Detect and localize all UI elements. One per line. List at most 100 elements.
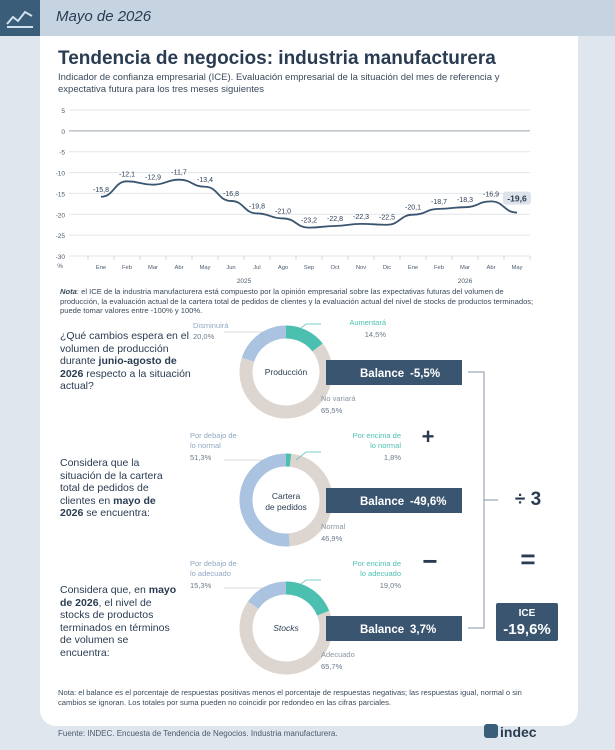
positive-label: Por encima de [353,431,401,440]
y-tick-label: -20 [56,212,66,219]
data-label: -22,3 [353,214,369,221]
y-tick-label: -10 [56,171,66,178]
positive-label: lo adecuado [360,569,401,578]
equals-operator: = [520,544,535,574]
sum-bracket [468,371,485,629]
data-label: -22,5 [379,215,395,222]
donut-label: de pedidos [265,502,307,512]
x-tick-label: Mar [148,265,158,271]
negative-value: 15,3% [190,581,212,590]
neutral-arc [288,453,333,547]
data-label: -15,8 [93,187,109,194]
y-tick-label: -5 [59,150,65,157]
footer-note: Nota: el balance es el porcentaje de res… [58,688,522,707]
leader-line [295,323,321,333]
indec-logo-icon [484,724,498,738]
report-logo-icon [0,0,40,36]
question-orders: Considera que la situación de la cartera… [60,457,163,519]
x-tick-label: May [200,265,211,271]
neutral-arc [239,601,333,675]
question-production: ¿Qué cambios espera en el volumen de pro… [60,330,191,392]
leader-line [224,459,263,472]
data-label: -11,7 [171,170,187,177]
y-tick-label: -15 [56,191,66,198]
plus-operator: + [422,424,435,449]
negative-arc [247,581,287,610]
balance-banner [326,616,462,641]
report-date: Mayo de 2026 [56,8,152,25]
ice-result-value: -19,6% [503,621,551,638]
top-bar [0,0,615,36]
neutral-value: 65,5% [321,406,343,415]
y-tick-label: -25 [56,233,66,240]
y-tick-label: 0 [61,129,65,136]
year-label-2026: 2026 [458,278,473,285]
balance-banner [326,488,462,513]
page-title: Tendencia de negocios: industria manufac… [58,48,496,69]
balance-label: Balance [360,368,404,380]
question-stocks: Considera que, en mayo de 2026, el nivel… [60,584,177,659]
data-label: -20,1 [405,205,421,212]
positive-value: 1,8% [384,453,401,462]
x-tick-label: Oct [330,265,339,271]
x-tick-label: Ene [96,265,106,271]
donut-label: Stocks [273,623,299,633]
balance-value: -5,5% [410,368,440,380]
data-label: -12,1 [119,171,135,178]
negative-arc [241,325,287,362]
x-tick-label: May [512,265,523,271]
leader-line [224,331,263,344]
data-label: -19,8 [249,203,265,210]
x-tick-label: Feb [434,265,444,271]
data-label: -19,6 [507,194,527,204]
leader-line [295,579,321,589]
donut-center [253,467,319,533]
neutral-value: 46,9% [321,534,343,543]
source-note: Fuente: INDEC. Encuesta de Tendencia de … [58,729,338,738]
x-tick-label: Abr [174,265,183,271]
negative-label: lo normal [190,441,221,450]
x-tick-label: Mar [460,265,470,271]
chart-note: Nota: el ICE de la industria manufacture… [60,287,534,316]
x-tick-label: Jun [226,265,235,271]
x-tick-label: Dic [383,265,391,271]
neutral-value: 65,7% [321,662,343,671]
x-tick-label: Nov [356,265,366,271]
x-tick-label: Feb [122,265,132,271]
balance-label: Balance [360,624,404,636]
data-label: -22,8 [327,216,343,223]
positive-arc [285,325,323,352]
donut-label: Producción [265,367,308,377]
donut-center [253,595,319,661]
neutral-label: Normal [321,522,346,531]
negative-label: lo adecuado [190,569,231,578]
data-label: -16,9 [483,191,499,198]
brand-name: indec [500,724,537,740]
year-label-2025: 2025 [237,278,252,285]
data-label: -21,0 [275,208,291,215]
data-label: -18,7 [431,199,447,206]
x-tick-label: Jul [253,265,260,271]
x-tick-label: Ago [278,265,288,271]
negative-arc [239,453,290,547]
data-label: -16,8 [223,191,239,198]
divide-operator: ÷ 3 [515,489,541,510]
negative-value: 51,3% [190,453,212,462]
data-label: -12,9 [145,175,161,182]
negative-label: Disminuirá [193,321,229,330]
data-label: -23,2 [301,218,317,225]
neutral-label: Adecuado [321,650,355,659]
y-axis-unit: % [57,263,63,270]
positive-label: Por encima de [353,559,401,568]
balance-value: 3,7% [410,624,436,636]
ice-result-box [496,603,558,641]
data-label: -18,3 [457,197,473,204]
negative-value: 20,0% [193,332,215,341]
negative-label: Por debajo de [190,559,237,568]
neutral-label: No variará [321,394,356,403]
donut-center [253,339,319,405]
positive-label: lo normal [370,441,401,450]
balance-label: Balance [360,496,404,508]
balance-value: -49,6% [410,496,446,508]
